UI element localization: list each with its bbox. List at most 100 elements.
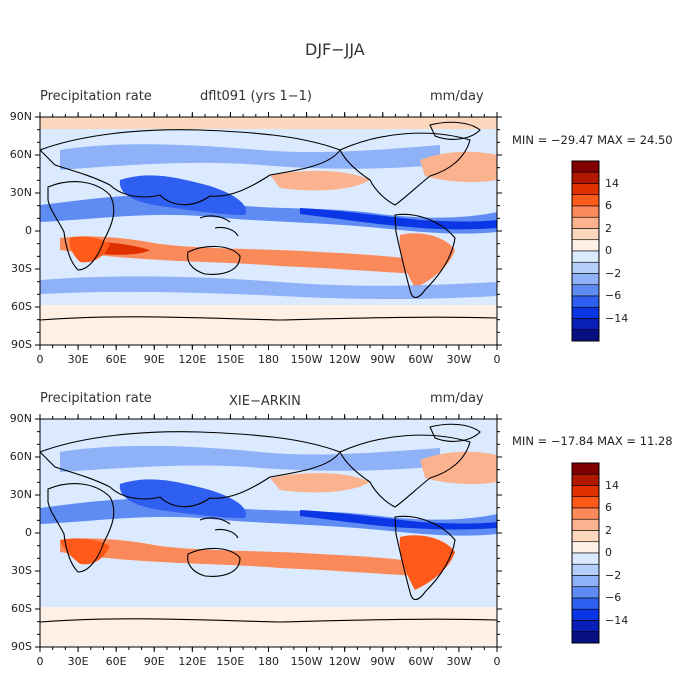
panel1-dataset-label: dflt091 (yrs 1−1) bbox=[200, 89, 313, 104]
panel1-colorbar-swatch bbox=[571, 194, 600, 207]
panel2-minmax-label: MIN = −17.84 MAX = 11.28 bbox=[512, 434, 673, 448]
panel2-colorbar-swatch bbox=[571, 462, 600, 475]
panel2-coast-maritime bbox=[199, 517, 239, 539]
panel1-lon-tick-label: 150E bbox=[216, 353, 245, 366]
panel2-north-pacific-orange bbox=[270, 473, 370, 493]
panel2-itcz-deep-blue bbox=[300, 510, 497, 530]
panel1-colorbar-swatch bbox=[571, 273, 600, 286]
panel1-lat-tick-label: 90S bbox=[11, 338, 32, 351]
panel2-colorbar-swatch bbox=[571, 575, 600, 588]
panel2-variable-label: Precipitation rate bbox=[40, 391, 152, 406]
panel2-colorbar-swatch bbox=[571, 507, 600, 520]
panel2-south-america-red bbox=[399, 535, 455, 590]
panel1-colorbar-frame bbox=[571, 160, 600, 342]
panel2-lon-tick-label: 180 bbox=[258, 655, 279, 668]
panel2-coast-antarctica bbox=[40, 618, 497, 623]
panel2-lon-tick-label: 60E bbox=[105, 655, 127, 668]
panel2-coast-australia bbox=[187, 547, 241, 577]
panel1-lon-tick-label: 60E bbox=[105, 353, 127, 366]
panel1-lon-tick-label: 90E bbox=[143, 353, 165, 366]
panel1-itcz-deep-blue bbox=[300, 208, 497, 230]
panel1-africa-red bbox=[69, 236, 110, 263]
panel2-africa-red bbox=[60, 538, 110, 565]
panel2-dataset-label: XIE−ARKIN bbox=[229, 394, 301, 409]
panel1-north-atlantic-orange bbox=[420, 151, 497, 183]
panel1-colorbar-swatch bbox=[571, 239, 600, 252]
panel2-monsoon-blue bbox=[119, 479, 246, 518]
panel2-units-label: mm/day bbox=[430, 391, 484, 406]
panel1-colorbar-swatch bbox=[571, 228, 600, 241]
panel1-colorbar-swatch bbox=[571, 295, 600, 308]
panel1-colorbar-label: 6 bbox=[605, 199, 612, 212]
panel1-lon-tick-label: 30E bbox=[67, 353, 89, 366]
panel2-coast-south-america bbox=[394, 515, 456, 601]
panel2-colorbar-swatch bbox=[571, 586, 600, 599]
panel1-map bbox=[40, 117, 497, 345]
panel1-lat-tick-label: 90N bbox=[9, 110, 32, 123]
panel2-colorbar-swatch bbox=[571, 530, 600, 543]
panel2-colorbar-label: 6 bbox=[605, 501, 612, 514]
panel1-colorbar-label: 0 bbox=[605, 244, 612, 257]
panel1-lon-tick-label: 180 bbox=[258, 353, 279, 366]
panel2-colorbar-label: −14 bbox=[605, 613, 629, 627]
panel1-lon-tick-label: 0 bbox=[493, 353, 501, 366]
panel2-colorbar-label: −6 bbox=[605, 591, 622, 604]
panel2-colorbar-label: 0 bbox=[605, 546, 612, 559]
panel1-lat-tick-label: 60S bbox=[11, 300, 32, 313]
panel1-lon-tick-label: 60W bbox=[408, 353, 434, 366]
panel1-monsoon-blue bbox=[119, 175, 246, 215]
panel1-colorbar-swatch bbox=[571, 183, 600, 196]
panel2-lat-tick-label: 90N bbox=[9, 412, 32, 425]
panel2-coast-greenland bbox=[429, 423, 481, 442]
panel1-variable-label: Precipitation rate bbox=[40, 89, 152, 104]
panel1-lon-tick-label: 90W bbox=[370, 353, 396, 366]
panel2-map bbox=[40, 419, 497, 647]
panel2-lat-tick-label: 60N bbox=[9, 450, 32, 463]
panel1-north-polar-band bbox=[40, 117, 497, 129]
panel1-colorbar-swatch bbox=[571, 216, 600, 229]
panel1-lon-tick-label: 30W bbox=[446, 353, 472, 366]
panel1-colorbar-swatch bbox=[571, 160, 600, 173]
panel2-colorbar-swatch bbox=[571, 518, 600, 531]
panel2-colorbar-swatch bbox=[571, 485, 600, 498]
panel1-lon-tick-label: 120W bbox=[328, 353, 361, 366]
panel1-coast-north-america bbox=[339, 132, 471, 206]
panel1-colorbar-label: −14 bbox=[605, 311, 629, 325]
panel1-south-america-red bbox=[399, 233, 455, 288]
panel1-lat-tick-label: 30S bbox=[11, 262, 32, 275]
panel2-lon-tick-label: 150E bbox=[216, 655, 245, 668]
panel2-lat-tick-label: 30S bbox=[11, 564, 32, 577]
figure-title: DJF−JJA bbox=[305, 40, 365, 59]
panel1-coast-south-america bbox=[394, 213, 456, 299]
panel1-lon-tick-label: 0 bbox=[36, 353, 44, 366]
panel1-colorbar-swatch bbox=[571, 318, 600, 331]
panel2-lon-tick-label: 90W bbox=[370, 655, 396, 668]
panel1-lon-tick-label: 150W bbox=[290, 353, 323, 366]
panel1-lat-tick-label: 0 bbox=[25, 224, 32, 237]
panel1-colorbar-label: 2 bbox=[605, 221, 612, 235]
panel1-colorbar-label: −6 bbox=[605, 289, 622, 302]
panel1-colorbar-swatch bbox=[571, 329, 600, 342]
panel2-coastlines bbox=[40, 423, 497, 623]
panel1-nh-pacific-blue bbox=[60, 144, 440, 170]
panel1-colorbar-swatch bbox=[571, 171, 600, 184]
panel2-lon-tick-label: 0 bbox=[493, 655, 501, 668]
panel2-south-polar-band bbox=[40, 607, 497, 647]
panel1-south-polar-band bbox=[40, 305, 497, 345]
panel2-lat-tick-label: 0 bbox=[25, 526, 32, 539]
panel1-colorbar-label: 14 bbox=[605, 176, 619, 190]
panel1-coast-australia bbox=[187, 245, 241, 275]
panel2-colorbar-swatch bbox=[571, 608, 600, 621]
panel1-colorbar-swatch bbox=[571, 306, 600, 319]
panel1-lat-tick-label: 30N bbox=[9, 186, 32, 199]
panel2-lon-tick-label: 120E bbox=[178, 655, 207, 668]
panel2-colorbar-label: −2 bbox=[605, 568, 622, 582]
panel1-colorbar-label: −2 bbox=[605, 266, 622, 280]
panel2-lat-tick-label: 30N bbox=[9, 488, 32, 501]
panel1-coast-africa bbox=[47, 181, 115, 271]
panel1-lat-tick-label: 60N bbox=[9, 148, 32, 161]
panel2-coast-eurasia bbox=[40, 431, 341, 508]
panel1-colorbar-swatch bbox=[571, 284, 600, 297]
panel1-units-label: mm/day bbox=[430, 89, 484, 104]
